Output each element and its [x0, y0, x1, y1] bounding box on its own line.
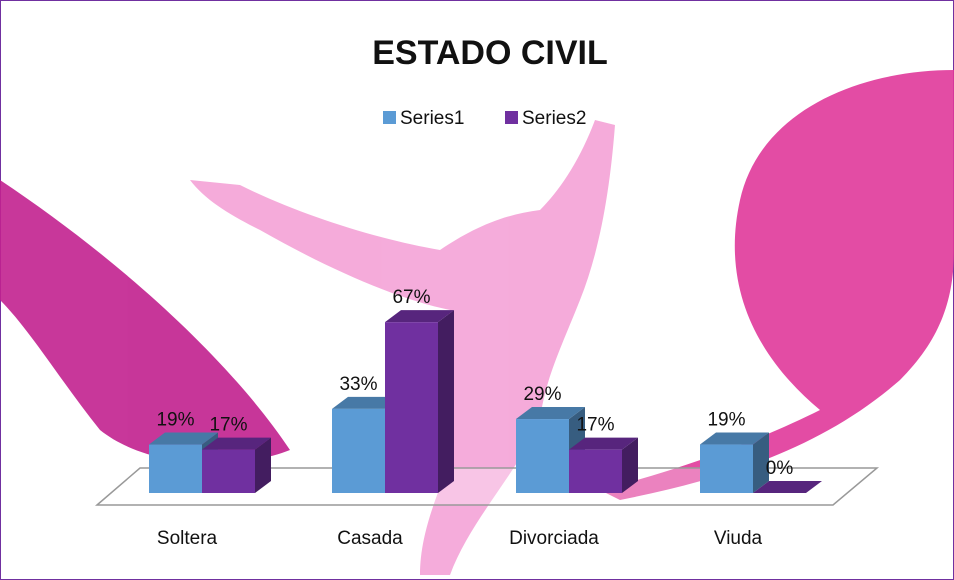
bar	[202, 438, 271, 493]
legend-swatch	[505, 111, 518, 124]
bar-front	[700, 445, 753, 493]
x-tick-label: Viuda	[714, 528, 763, 549]
data-label: 29%	[523, 384, 561, 405]
data-label: 17%	[209, 415, 247, 436]
bar-front	[569, 450, 622, 493]
x-tick-label: Soltera	[157, 528, 218, 549]
x-tick-label: Divorciada	[509, 528, 599, 549]
data-label: 19%	[156, 410, 194, 431]
bar-front	[516, 419, 569, 493]
data-label: 19%	[707, 410, 745, 431]
legend-swatch	[383, 111, 396, 124]
data-label: 0%	[766, 458, 794, 479]
x-tick-label: Casada	[337, 528, 403, 549]
bar	[385, 310, 454, 493]
data-label: 67%	[392, 287, 430, 308]
bar-side	[438, 310, 454, 493]
legend-label: Series1	[400, 108, 464, 129]
bar-front	[202, 450, 255, 493]
bar	[569, 438, 638, 493]
chart-title: ESTADO CIVIL	[372, 34, 608, 72]
bar-front	[149, 445, 202, 493]
data-label: 33%	[339, 374, 377, 395]
bar-front	[332, 409, 385, 493]
legend-label: Series2	[522, 108, 586, 129]
bar	[700, 433, 769, 493]
chart: ESTADO CIVIL Series1 Series2 Soltera Casada…	[0, 0, 954, 580]
data-label: 17%	[576, 415, 614, 436]
bar-front	[385, 322, 438, 493]
